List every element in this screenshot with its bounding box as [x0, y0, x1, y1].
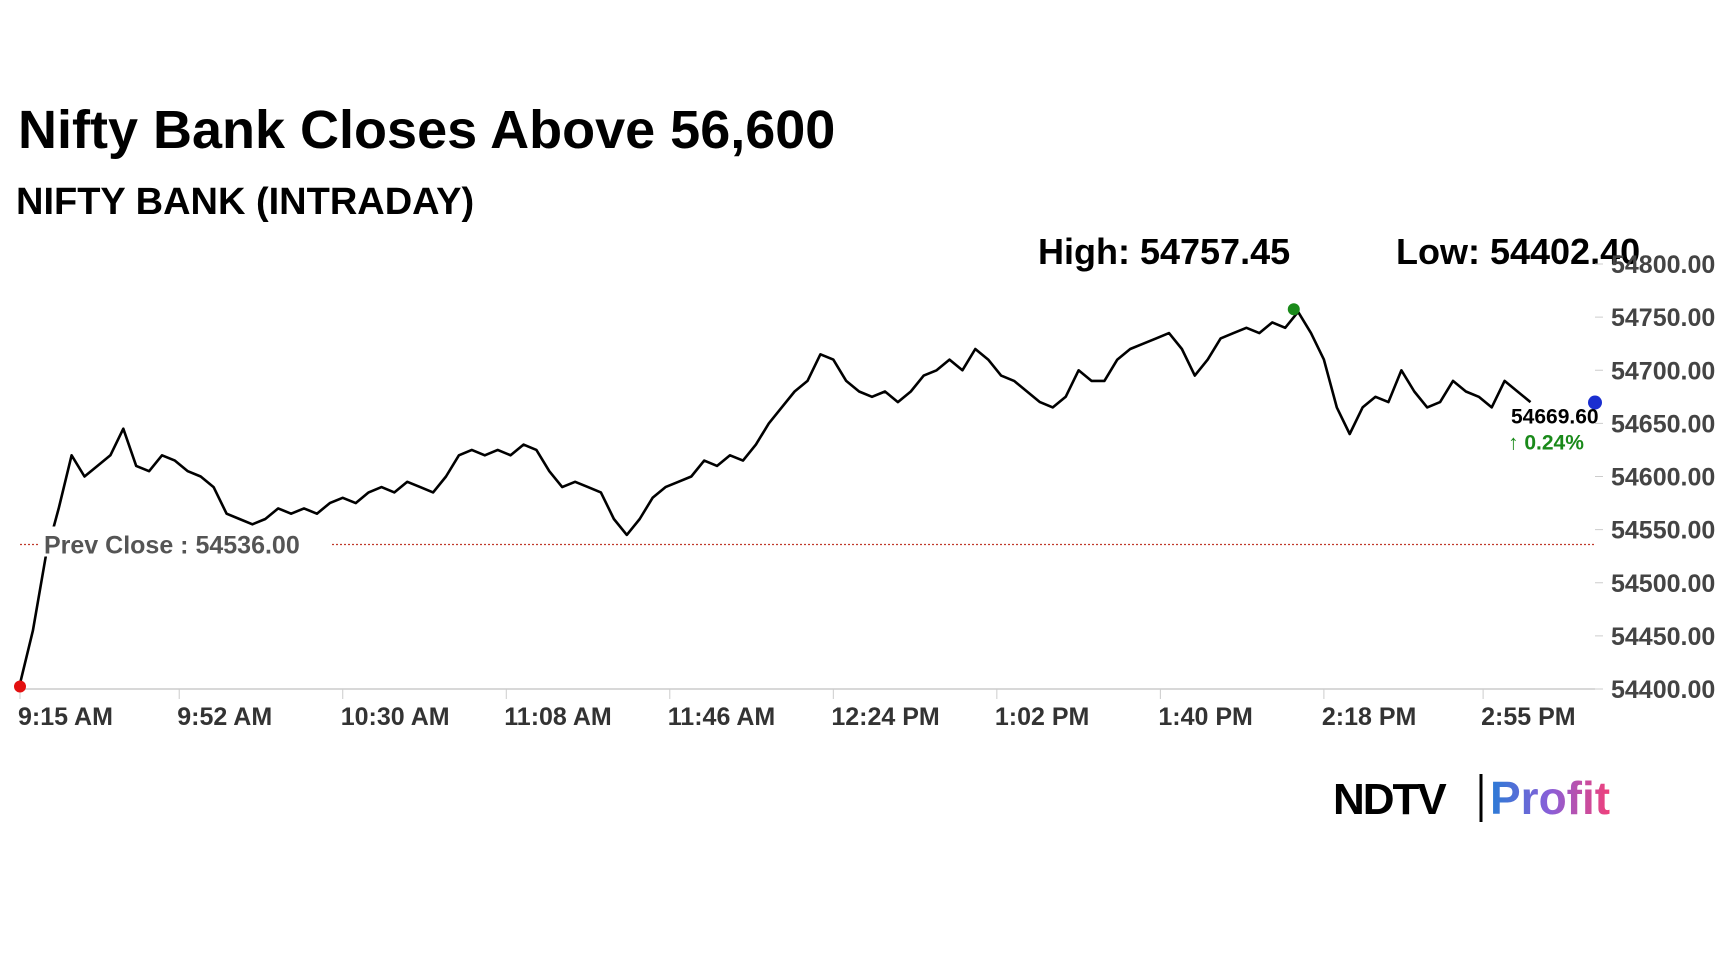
logo-profit: Profit: [1490, 772, 1610, 824]
high-label: High: 54757.45: [1038, 231, 1290, 272]
prev-close-bg: [40, 526, 330, 557]
x-tick-label: 9:15 AM: [18, 703, 113, 731]
y-tick-label: 54750.00: [1611, 304, 1715, 332]
change-label: ↑ 0.24%: [1508, 432, 1584, 455]
x-tick-label: 1:02 PM: [995, 703, 1089, 731]
low-marker: [14, 680, 26, 693]
y-tick-label: 54650.00: [1611, 410, 1715, 438]
y-tick-label: 54400.00: [1611, 676, 1715, 704]
x-tick-label: 11:08 AM: [504, 703, 611, 731]
y-tick-label: 54700.00: [1611, 357, 1715, 385]
x-tick-label: 12:24 PM: [831, 703, 939, 731]
prev-close-label: Prev Close : 54536.00: [44, 532, 300, 560]
chart-subtitle: NIFTY BANK (INTRADAY): [16, 181, 474, 223]
y-tick-label: 54450.00: [1611, 623, 1715, 651]
low-label: Low: 54402.40: [1396, 231, 1640, 272]
chart-title: Nifty Bank Closes Above 56,600: [18, 100, 835, 160]
high-marker: [1287, 303, 1300, 316]
y-tick-label: 54500.00: [1611, 570, 1715, 598]
y-tick-label: 54550.00: [1611, 517, 1715, 545]
y-tick-label: 54800.00: [1611, 251, 1715, 279]
x-tick-label: 9:52 AM: [177, 703, 272, 731]
close-label: 54669.60: [1511, 406, 1599, 429]
x-tick-label: 2:18 PM: [1322, 703, 1416, 731]
x-tick-label: 1:40 PM: [1158, 703, 1252, 731]
x-tick-label: 2:55 PM: [1481, 703, 1575, 731]
plot: 54400.00 54450.00 54500.00 54550.00 54600.00…: [14, 251, 1715, 731]
price-line: [18, 310, 1532, 685]
x-tick-label: 10:30 AM: [341, 703, 450, 731]
y-tick-label: 54600.00: [1611, 464, 1715, 492]
x-tick-label: 11:46 AM: [668, 703, 775, 731]
close-marker: [1588, 395, 1602, 410]
logo-ndtv: NDTV: [1333, 775, 1447, 824]
